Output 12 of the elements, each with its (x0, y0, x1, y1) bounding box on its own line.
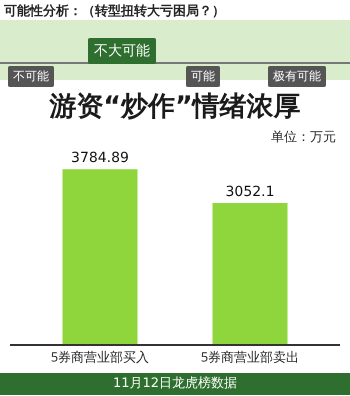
data-label: 3784.89 (71, 150, 129, 166)
x-tick-label: 5券商营业部买入 (50, 348, 150, 366)
data-label: 3052.1 (226, 184, 274, 200)
text: 不大可能 (88, 38, 156, 64)
text: 极有可能 (268, 66, 326, 87)
text: 11月12日龙虎榜数据 (0, 373, 350, 395)
chart-title: 可能性分析：（转型扭转大亏困局？） (4, 3, 225, 20)
text: 单位：万元 (271, 129, 336, 146)
text: 可能 (186, 66, 220, 87)
chart-subtitle: 游资“炒作”情绪浓厚 (48, 90, 302, 124)
text: 不可能 (8, 66, 54, 87)
x-tick-label: 5券商营业部卖出 (200, 348, 300, 366)
